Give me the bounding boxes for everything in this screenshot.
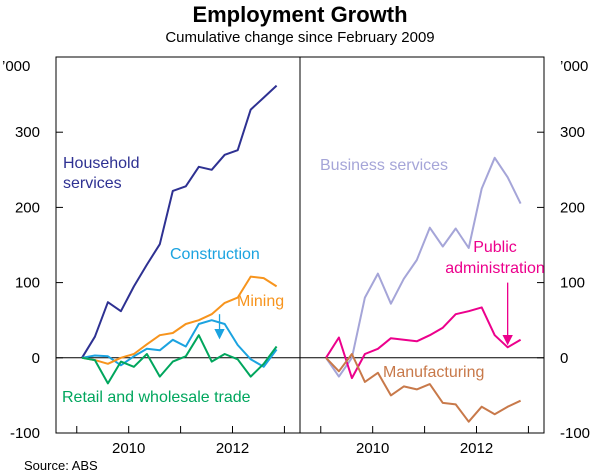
x-tick-label: 2010: [112, 440, 145, 457]
series-label-manufacturing: Manufacturing: [383, 364, 484, 381]
series-line-manufacturing: [325, 353, 522, 423]
series-label-line: Construction: [170, 246, 260, 263]
y-tick-label-right: 300: [560, 124, 585, 141]
series-layer: [81, 84, 522, 423]
series-label-retail-and-wholesale-trade: Retail and wholesale trade: [62, 389, 251, 406]
y-tick-label-left: 300: [15, 124, 40, 141]
y-tick-label-left: -100: [10, 425, 40, 442]
series-line-mining: [81, 275, 278, 365]
y-tick-label-right: 200: [560, 199, 585, 216]
x-tick-label: 2012: [216, 440, 249, 457]
source-note: Source: ABS: [24, 458, 98, 473]
x-tick-label: 2010: [356, 440, 389, 457]
series-label-line: Business services: [320, 157, 448, 174]
series-line-business-services: [325, 156, 522, 378]
axes-layer: -100 -100 0 0 100 100 200 200 300 300 ’000 ’000 2010…: [2, 58, 590, 457]
y-tick-label-right: -100: [560, 425, 590, 442]
series-label-line: Manufacturing: [383, 364, 484, 381]
series-line-household-services: [81, 84, 278, 359]
series-label-business-services: Business services: [320, 157, 448, 174]
series-label-line: Retail and wholesale trade: [62, 389, 251, 406]
series-label-household-services: Household services: [63, 155, 140, 192]
chart-subtitle: Cumulative change since February 2009: [165, 29, 435, 46]
x-tick-label: 2012: [460, 440, 493, 457]
series-label-line: Mining: [237, 293, 284, 310]
series-label-public-administration: Public administration: [445, 239, 545, 277]
series-label-construction: Construction: [170, 246, 260, 263]
y-tick-label-left: 200: [15, 199, 40, 216]
series-label-line: administration: [445, 260, 545, 277]
series-label-line: Public: [473, 239, 517, 256]
y-unit-label-right: ’000: [560, 58, 588, 75]
y-tick-label-left: 100: [15, 275, 40, 292]
y-tick-label-left: 0: [32, 350, 40, 367]
y-tick-label-right: 100: [560, 275, 585, 292]
series-label-line: services: [63, 175, 122, 192]
series-labels-layer: Household services Construction Mining Retai…: [62, 155, 545, 406]
series-line-retail-and-wholesale-trade: [81, 334, 278, 385]
series-label-line: Household: [63, 155, 140, 172]
chart-title: Employment Growth: [192, 2, 408, 27]
series-label-mining: Mining: [237, 293, 284, 310]
y-tick-label-right: 0: [560, 350, 568, 367]
y-unit-label-left: ’000: [2, 58, 30, 75]
